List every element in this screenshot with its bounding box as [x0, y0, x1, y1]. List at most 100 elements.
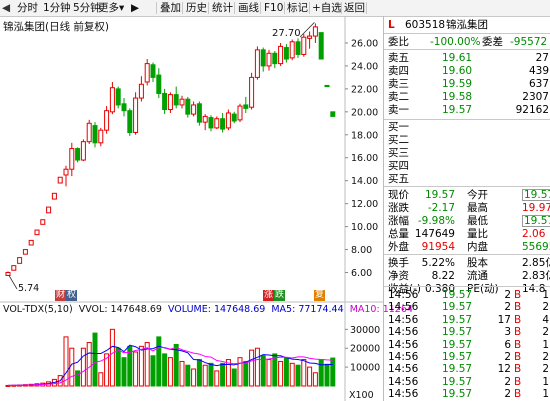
stat-value: 8.22: [431, 270, 455, 282]
quote-value: 19.97: [522, 202, 550, 214]
buy-level-row[interactable]: 买二: [384, 134, 550, 146]
sell-level-row[interactable]: 卖一 19.57 92162: [384, 104, 550, 116]
tick-price: 19.57: [442, 301, 473, 314]
high-price-label: 27.70: [272, 28, 301, 39]
back-button[interactable]: 返回: [344, 2, 365, 14]
tick-count: 2: [542, 363, 549, 376]
quote-value: 147649: [414, 228, 455, 240]
candle-body: [22, 249, 28, 255]
nav-left-arrow-icon[interactable]: ◀: [2, 2, 11, 14]
sell-level-row[interactable]: 卖四 19.60 439: [384, 65, 550, 77]
volume-bar: [272, 353, 278, 387]
sell-level-price: 19.61: [442, 52, 473, 64]
tick-volume: 2: [504, 388, 511, 401]
marker-quan[interactable]: 权: [66, 290, 77, 301]
tick-direction: B: [514, 351, 522, 363]
quote-value: 91954: [421, 241, 455, 253]
candle-body: [272, 52, 278, 65]
volume-bar: [75, 370, 81, 387]
volume-bar: [133, 351, 139, 387]
price-tick-label: 16.00: [351, 153, 378, 164]
marker-die[interactable]: 跌: [274, 290, 285, 301]
quote-value: -9.98%: [417, 215, 455, 227]
chart-title: 锦泓集团(日线 前复权): [3, 21, 110, 33]
quote-row: 外盘 91954 内盘 55695: [384, 241, 550, 253]
volume-bar: [144, 342, 150, 387]
buy-level-row[interactable]: 买一: [384, 121, 550, 133]
tick-price: 19.57: [442, 313, 473, 326]
volume-tick-label: 10000: [350, 363, 380, 374]
add-watchlist-button[interactable]: +自选: [312, 2, 342, 14]
quote-value: 19.57: [522, 215, 550, 227]
volume-bar: [109, 328, 115, 387]
candle-body: [86, 122, 92, 143]
volume-bar: [150, 355, 156, 387]
tick-direction: B: [514, 338, 522, 351]
price-tick-label: 22.00: [351, 84, 378, 95]
tab-1min[interactable]: 1分钟: [43, 2, 71, 14]
history-button[interactable]: 历史: [186, 2, 207, 14]
tick-direction: B: [514, 388, 522, 401]
buy-level-row[interactable]: 买三: [384, 147, 550, 159]
tab-fenshi[interactable]: 分时: [17, 2, 38, 14]
volume-bar: [260, 355, 266, 387]
kline-chart-area[interactable]: 26.00 24.00 22.00 20.00 18.00 16.00 14.00 12.00…: [0, 16, 413, 401]
stats-button[interactable]: 统计: [212, 2, 233, 14]
tick-count: 1: [542, 375, 549, 388]
f10-button[interactable]: F10: [264, 2, 284, 14]
tick-time: 14:56: [388, 313, 419, 326]
candle-body: [156, 74, 162, 94]
candle-body: [202, 115, 208, 123]
sell-level-price: 19.58: [442, 91, 473, 103]
stat-value: 5.22%: [421, 257, 455, 269]
volume-bar: [191, 368, 197, 387]
marker-cai[interactable]: 财: [55, 290, 66, 301]
draw-line-button[interactable]: 画线: [238, 2, 259, 14]
volume-ma10-line: [7, 346, 333, 386]
candle-body: [162, 92, 168, 111]
vol-indicator-name[interactable]: VOL-TDX(5,10): [3, 304, 73, 315]
mark-button[interactable]: 标记: [287, 2, 308, 14]
tick-time: 14:56: [388, 338, 419, 351]
volume-bar: [63, 336, 69, 387]
overlay-button[interactable]: 叠加: [160, 2, 181, 14]
tick-time: 14:56: [388, 375, 419, 388]
sell-level-volume: 27: [535, 52, 549, 64]
candle-body: [278, 45, 284, 65]
buy-level-row[interactable]: 买五: [384, 173, 550, 185]
volume-tick-label: 20000: [350, 344, 380, 355]
sell-level-row[interactable]: 卖三 19.59 637: [384, 78, 550, 90]
tick-row: 14:56 19.57 17 B 4: [384, 314, 550, 326]
marker-zhang[interactable]: 涨: [263, 290, 274, 301]
quote-label: 外盘: [388, 241, 409, 253]
volume-bar: [330, 357, 336, 387]
price-tick-label: 26.00: [351, 38, 378, 49]
quote-value: 19.57: [424, 189, 455, 201]
volume-bar: [254, 347, 260, 387]
toolbar: ◀ 分时 1分钟 5分钟 更多▾ ▶ 叠加 历史 统计 画线 F10 标记 +自…: [0, 0, 550, 17]
sell-level-row[interactable]: 卖二 19.58 2307: [384, 91, 550, 103]
tab-more[interactable]: 更多▾: [98, 2, 125, 14]
volume-bar: [92, 332, 98, 387]
tab-5min[interactable]: 5分钟: [73, 2, 101, 14]
buy-level-label: 买一: [388, 121, 409, 133]
nav-right-arrow-icon[interactable]: ▶: [131, 2, 140, 14]
buy-level-label: 买四: [388, 160, 409, 172]
candle-body: [121, 103, 127, 112]
volume-bar: [243, 360, 249, 387]
tick-direction: B: [514, 289, 522, 301]
quote-label: 涨跌: [388, 202, 409, 214]
buy-level-row[interactable]: 买四: [384, 160, 550, 172]
tick-count: 2: [542, 326, 549, 339]
quote-label: 现价: [388, 189, 409, 201]
candle-body: [57, 176, 63, 184]
marker-fu[interactable]: 复: [314, 290, 325, 301]
candle-body: [167, 94, 173, 111]
sell-level-row[interactable]: 卖五 19.61 27: [384, 52, 550, 64]
stock-code: 603518: [405, 19, 446, 31]
kline-chart-svg[interactable]: 26.00 24.00 22.00 20.00 18.00 16.00 14.00 12.00…: [0, 16, 383, 401]
candle-body: [46, 206, 52, 214]
tick-time: 14:56: [388, 326, 419, 339]
candle-body: [231, 113, 237, 122]
candle-body: [208, 117, 214, 129]
